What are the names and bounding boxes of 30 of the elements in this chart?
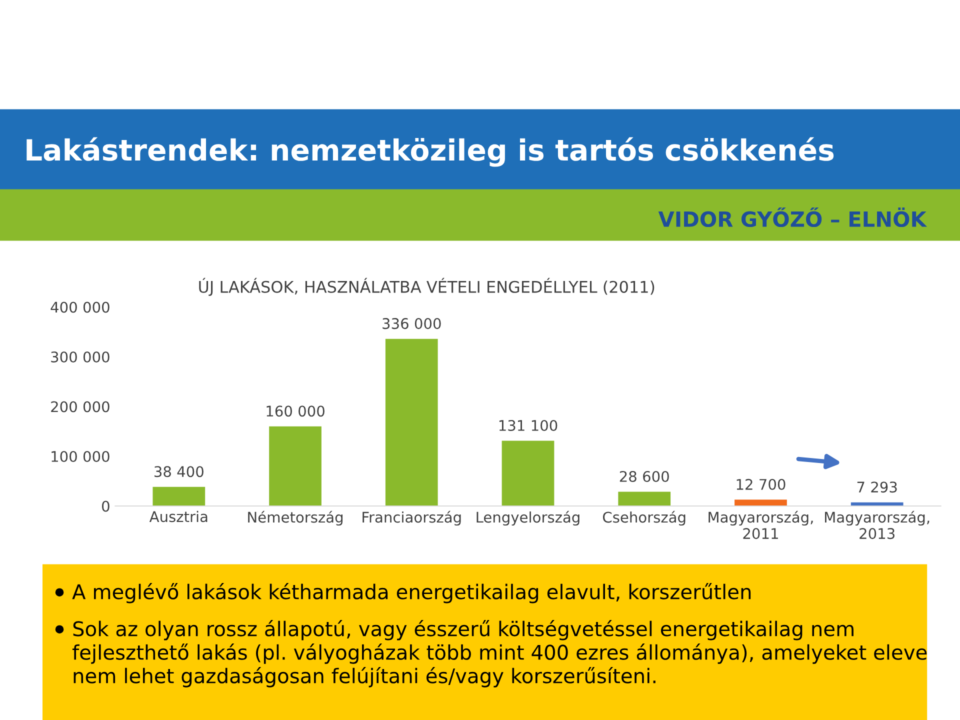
y-tick-label: 0 — [102, 500, 110, 512]
data-label: 28 600 — [620, 470, 669, 482]
y-tick-label: 300 000 — [51, 351, 110, 362]
y-tick-label: 200 000 — [51, 401, 110, 412]
data-label: 336 000 — [382, 318, 441, 330]
bar — [502, 440, 554, 506]
data-label: 160 000 — [266, 406, 324, 417]
bar — [269, 426, 322, 506]
data-label: 12 700 — [736, 478, 786, 490]
bar — [618, 492, 671, 506]
data-label: 7 293 — [857, 482, 897, 493]
data-label: 38 400 — [154, 466, 204, 478]
x-tick-label: Magyarország, 2013 — [825, 510, 930, 540]
x-tick-label: Lengyelország — [476, 510, 580, 526]
bar — [734, 500, 787, 506]
x-tick-label: Németország — [248, 510, 343, 526]
text: VIDOR GYŐZŐ – ELNÖK — [658, 207, 928, 228]
x-tick-label: Csehország — [603, 510, 686, 526]
bar — [152, 486, 206, 506]
chart-title: Lakástrendek: nemzetközileg is tartós csökkenés — [26, 137, 834, 167]
data-label: 131 100 — [499, 420, 558, 432]
x-tick-label: Ausztria — [149, 510, 208, 522]
chart-subtitle: ÚJ LAKÁSOK, HASZNÁLATBA VÉTELI ENGEDÉLLYEL (2011) — [199, 278, 654, 296]
y-tick-label: 400 000 — [50, 302, 110, 313]
text: A meglévő lakások kétharmada energetikailag elavult, korszerűtlen — [72, 583, 751, 604]
x-tick-label: Magyarország, 2011 — [708, 510, 813, 540]
bar — [385, 338, 438, 506]
y-tick-label: 100 000 — [52, 450, 110, 462]
text: Sok az olyan rossz állapotú, vagy ésszerű költségvetéssel energetikailag nem fejleszthető lakás (pl. vályogházak több mint 400 ezres állománya), amelyeket eleve nem lehet gazdaságosan felújítani és/vagy korszerűsíteni. — [72, 620, 927, 688]
x-tick-label: Franciaország — [362, 510, 461, 526]
